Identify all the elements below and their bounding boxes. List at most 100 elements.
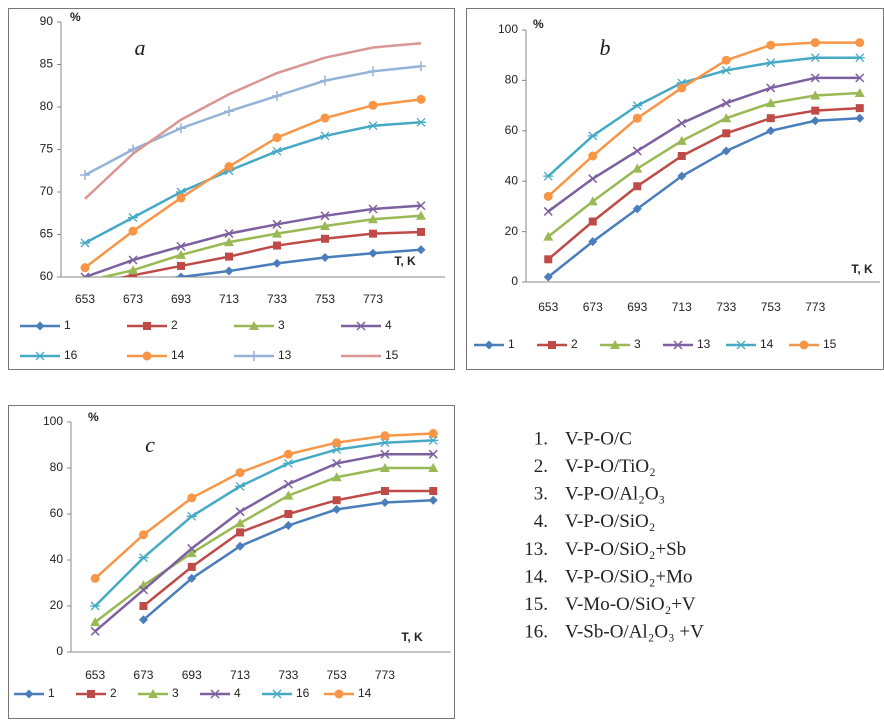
x-tick-label: 753 [761, 300, 781, 314]
x-tick-label: 673 [133, 668, 153, 682]
legend-label: 2 [110, 686, 117, 700]
list-label: V-P-O/TiO₂ [565, 456, 656, 477]
x-tick-label: 733 [278, 668, 298, 682]
marker [272, 689, 282, 699]
marker [187, 493, 197, 503]
legend-label: 2 [571, 337, 578, 351]
x-tick-label: 713 [219, 292, 239, 306]
marker [128, 265, 138, 275]
y-tick-label: 20 [50, 598, 64, 612]
series [84, 42, 422, 200]
chart-title: b [600, 35, 611, 60]
x-tick-label: 653 [538, 300, 558, 314]
marker [224, 162, 234, 171]
marker [224, 266, 234, 276]
marker [87, 690, 95, 698]
legend-label: 1 [64, 318, 71, 332]
x-tick-label: 733 [716, 300, 736, 314]
y-tick-label: 60 [50, 506, 64, 520]
marker [176, 272, 186, 277]
series [80, 201, 426, 277]
marker [548, 341, 556, 349]
marker [331, 472, 342, 482]
y-tick-label: 80 [50, 460, 64, 474]
marker [177, 261, 185, 270]
marker [673, 340, 683, 350]
marker [766, 40, 776, 50]
marker [272, 228, 282, 238]
chart-frame [8, 8, 455, 370]
series [169, 245, 426, 277]
marker [80, 272, 90, 277]
marker [90, 617, 101, 627]
marker [235, 468, 245, 478]
legend-label: 13 [697, 337, 711, 351]
marker [35, 351, 45, 361]
marker [186, 511, 197, 521]
marker [633, 182, 642, 191]
marker [224, 106, 234, 117]
x-tick-label: 653 [85, 668, 105, 682]
marker [632, 101, 643, 111]
marker [368, 248, 378, 258]
marker [677, 118, 687, 128]
marker [721, 146, 731, 156]
series-line [547, 106, 860, 261]
marker [320, 75, 330, 86]
series-line [84, 64, 422, 177]
marker [428, 495, 438, 505]
x-axis-label: T, K [851, 262, 873, 276]
marker [272, 258, 282, 268]
legend-label: 15 [823, 337, 837, 351]
marker [632, 113, 642, 123]
y-tick-label: 100 [498, 22, 518, 36]
marker [543, 191, 553, 201]
marker [80, 238, 90, 248]
x-tick-label: 753 [315, 292, 335, 306]
marker [543, 171, 554, 181]
marker [810, 73, 820, 83]
marker [380, 431, 390, 441]
series [80, 61, 426, 180]
marker [176, 123, 186, 134]
marker [543, 231, 554, 241]
marker [854, 88, 865, 97]
y-tick-label: 20 [505, 224, 519, 238]
marker [765, 58, 776, 68]
legend-label: 16 [64, 348, 78, 362]
y-axis-label: % [88, 410, 99, 424]
list-label: V-P-O/C [565, 428, 632, 449]
y-tick-label: 75 [40, 142, 54, 156]
series [139, 487, 438, 610]
chart-title: c [145, 432, 155, 457]
y-axis-label: % [533, 17, 544, 31]
marker [176, 241, 186, 251]
legend-label: 16 [296, 686, 310, 700]
marker [128, 226, 138, 236]
marker [331, 445, 342, 455]
marker [855, 113, 865, 123]
marker [143, 322, 151, 330]
legend-label: 14 [171, 348, 185, 362]
marker [272, 133, 282, 143]
series-line [94, 466, 434, 624]
marker [543, 272, 553, 282]
list-number: 16. [524, 622, 548, 643]
series-line [84, 121, 422, 245]
list-label: V-P-O/SiO₂ [565, 511, 655, 532]
marker [273, 241, 281, 250]
marker [429, 487, 438, 495]
marker [321, 234, 329, 243]
series-line [547, 76, 860, 213]
marker [210, 689, 220, 699]
marker [139, 602, 148, 610]
legend-label: 1 [508, 337, 515, 351]
y-tick-label: 100 [43, 414, 63, 428]
x-tick-label: 773 [805, 300, 825, 314]
y-tick-label: 0 [511, 274, 518, 288]
chart-title: a [135, 35, 146, 60]
series [543, 38, 865, 201]
marker [544, 255, 553, 264]
list-label: V-P-O/SiO₂+Sb [565, 539, 686, 560]
marker [368, 100, 378, 110]
